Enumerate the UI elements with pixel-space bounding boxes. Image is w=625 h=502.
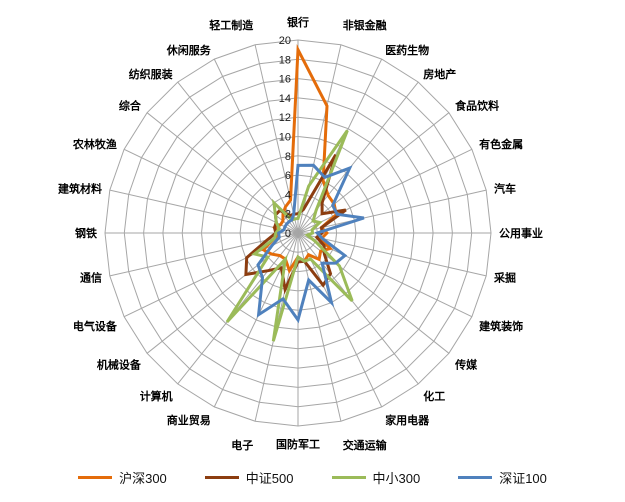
- category-label-纺织服装: 纺织服装: [129, 67, 173, 81]
- category-label-电子: 电子: [231, 438, 253, 452]
- category-label-有色金属: 有色金属: [479, 137, 523, 151]
- legend-line-swatch: [331, 476, 366, 479]
- category-label-轻工制造: 轻工制造: [209, 18, 254, 32]
- legend-label: 中证500: [245, 471, 294, 486]
- category-label-家用电器: 家用电器: [385, 413, 430, 427]
- category-label-采掘: 采掘: [493, 271, 516, 285]
- grid-spoke: [109, 189, 299, 234]
- legend-label: 深证100: [499, 471, 547, 486]
- grid-spoke: [297, 44, 342, 234]
- series-深证100-line[interactable]: [256, 163, 365, 324]
- radial-tick-label: 14: [279, 93, 291, 105]
- legend-item-深证100[interactable]: 深证100: [458, 468, 547, 487]
- legend-label: 中小300: [372, 471, 421, 486]
- legend-item-沪深300[interactable]: 沪深300: [78, 468, 167, 487]
- legend-line-swatch: [204, 476, 239, 479]
- category-label-食品饮料: 食品饮料: [455, 99, 499, 113]
- legend-item-中证500[interactable]: 中证500: [204, 468, 294, 487]
- radial-tick-label: 8: [285, 151, 291, 163]
- category-label-通信: 通信: [80, 271, 102, 285]
- category-label-休闲服务: 休闲服务: [166, 43, 212, 57]
- legend-label: 沪深300: [119, 471, 167, 486]
- radial-tick-label: 6: [285, 170, 291, 182]
- category-label-医药生物: 医药生物: [385, 43, 429, 57]
- category-label-交通运输: 交通运输: [343, 438, 388, 452]
- radial-tick-label: 0: [285, 228, 291, 240]
- category-label-农林牧渔: 农林牧渔: [72, 137, 117, 151]
- category-label-综合: 综合: [119, 99, 142, 113]
- series-中小300-line[interactable]: [225, 129, 354, 342]
- grid-spoke: [297, 189, 487, 234]
- chart-legend: 沪深300 中证500 中小300 深证100: [0, 468, 625, 487]
- radial-tick-label: 12: [279, 112, 291, 124]
- category-label-房地产: 房地产: [423, 67, 456, 81]
- radar-chart-canvas: 0 2 4 6 8 10 12 14 16 18 20 银行 非银金融医药生物房地产食品饮料有色金属汽车…: [58, 15, 543, 452]
- radial-tick-label: 20: [279, 35, 291, 47]
- legend-item-中小300[interactable]: 中小300: [331, 468, 421, 487]
- category-label-汽车: 汽车: [494, 181, 516, 195]
- grid-spoke: [123, 148, 299, 234]
- radial-tick-label: 16: [279, 74, 291, 86]
- grid-spoke: [213, 58, 299, 234]
- radial-tick-label: 2: [285, 209, 291, 221]
- legend-line-swatch: [458, 476, 493, 479]
- radial-tick-label: 10: [279, 132, 291, 144]
- category-label-电气设备: 电气设备: [73, 319, 118, 333]
- grid-spoke: [297, 148, 473, 234]
- category-label-建筑材料: 建筑材料: [58, 181, 102, 195]
- category-label-公用事业: 公用事业: [499, 226, 543, 240]
- radial-tick-label: 4: [285, 189, 291, 201]
- grid-spoke: [297, 232, 487, 277]
- category-label-钢铁: 钢铁: [75, 226, 97, 240]
- grid-spoke: [123, 232, 299, 318]
- category-label-非银金融: 非银金融: [343, 18, 387, 32]
- legend-line-swatch: [78, 476, 113, 479]
- category-label-化工: 化工: [423, 389, 445, 403]
- category-label-银行: 银行: [287, 15, 309, 29]
- grid-spoke: [146, 112, 299, 234]
- radial-tick-label: 18: [279, 54, 291, 66]
- category-label-机械设备: 机械设备: [97, 357, 142, 371]
- category-label-商业贸易: 商业贸易: [167, 413, 211, 427]
- category-label-建筑装饰: 建筑装饰: [479, 319, 523, 333]
- category-label-国防军工: 国防军工: [276, 437, 320, 451]
- category-label-计算机: 计算机: [140, 389, 173, 403]
- category-label-传媒: 传媒: [454, 357, 478, 371]
